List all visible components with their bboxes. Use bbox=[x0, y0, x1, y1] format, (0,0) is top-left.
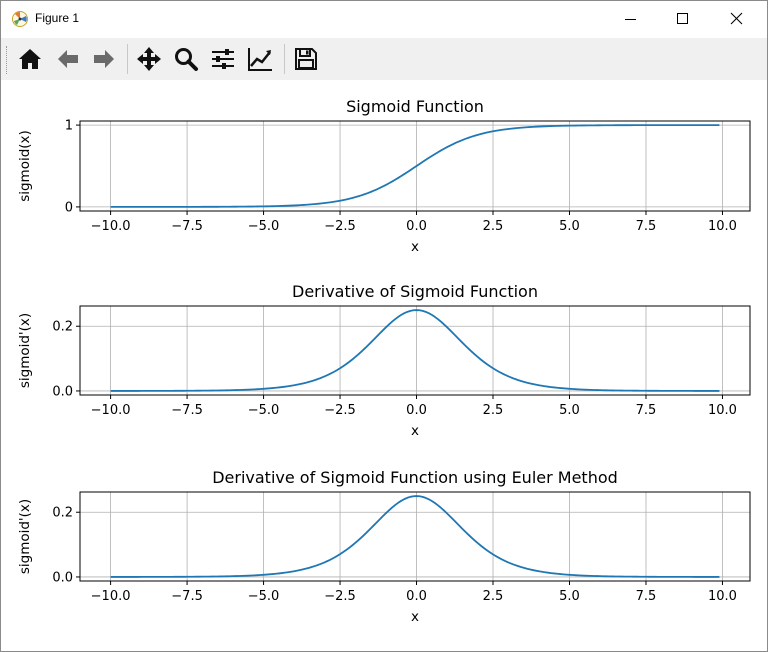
axes-frame bbox=[79, 120, 751, 212]
x-tick-label: −7.5 bbox=[171, 589, 203, 604]
minimize-icon bbox=[625, 19, 636, 20]
x-tick-label: −5.0 bbox=[248, 403, 280, 418]
zoom-icon bbox=[175, 48, 198, 71]
y-tick-label: 0.2 bbox=[52, 320, 73, 335]
x-tick-label: −2.5 bbox=[324, 589, 356, 604]
y-tick-label: 1 bbox=[65, 119, 73, 134]
pan-icon bbox=[137, 47, 161, 71]
maximize-button[interactable] bbox=[661, 1, 707, 37]
x-tick-label: −10.0 bbox=[91, 589, 131, 604]
close-icon bbox=[730, 12, 743, 25]
close-button[interactable] bbox=[715, 1, 761, 37]
forward-button[interactable] bbox=[89, 44, 119, 74]
series-line bbox=[110, 495, 720, 578]
x-tick-label: 2.5 bbox=[483, 403, 504, 418]
axes-frame bbox=[79, 305, 751, 396]
x-tick-label: 0.0 bbox=[406, 403, 427, 418]
subplot-title: Sigmoid Function bbox=[346, 97, 484, 116]
save-button[interactable] bbox=[291, 44, 321, 74]
pan-button[interactable] bbox=[134, 44, 164, 74]
x-tick-label: 10.0 bbox=[708, 403, 737, 418]
y-tick-label: 0.0 bbox=[52, 570, 73, 585]
figure-canvas[interactable]: −10.0 −7.5 −5.0 −2.5 0.0 2.5 5.0 7.5 10.0 0 1 Sigmo… bbox=[1, 81, 767, 651]
minimize-button[interactable] bbox=[609, 1, 655, 37]
x-tick-label: −7.5 bbox=[171, 219, 203, 234]
x-axis-label: x bbox=[411, 423, 419, 439]
subplot-1: −10.0 −7.5 −5.0 −2.5 0.0 2.5 5.0 7.5 10.0 0 1 Sigmo… bbox=[17, 97, 751, 255]
x-tick-label: 10.0 bbox=[708, 589, 737, 604]
x-tick-label: 2.5 bbox=[483, 589, 504, 604]
configure-subplots-button[interactable] bbox=[208, 44, 238, 74]
x-tick-label: −2.5 bbox=[324, 403, 356, 418]
x-tick-label: −2.5 bbox=[324, 219, 356, 234]
x-tick-label: 7.5 bbox=[636, 219, 657, 234]
x-tick-label: 10.0 bbox=[708, 219, 737, 234]
maximize-icon bbox=[677, 13, 688, 24]
subplots-svg: −10.0 −7.5 −5.0 −2.5 0.0 2.5 5.0 7.5 10.0 0 1 Sigmo… bbox=[17, 97, 751, 625]
axes-frame bbox=[79, 491, 751, 582]
x-tick-label: 0.0 bbox=[406, 219, 427, 234]
x-tick-label: 2.5 bbox=[483, 219, 504, 234]
subplot-title: Derivative of Sigmoid Function using Eul… bbox=[212, 468, 618, 487]
toolbar-separator bbox=[284, 44, 285, 74]
x-axis-label: x bbox=[411, 609, 419, 625]
toolbar-separator bbox=[127, 44, 128, 74]
zoom-button[interactable] bbox=[171, 44, 201, 74]
configure-subplots-icon bbox=[212, 49, 234, 69]
x-tick-label: −5.0 bbox=[248, 219, 280, 234]
x-tick-label: 5.0 bbox=[559, 403, 580, 418]
home-button[interactable] bbox=[15, 44, 45, 74]
series-line bbox=[110, 124, 720, 208]
x-tick-label: −7.5 bbox=[171, 403, 203, 418]
y-axis-label: sigmoid'(x) bbox=[17, 499, 33, 574]
home-icon bbox=[19, 49, 41, 69]
y-tick-label: 0 bbox=[65, 200, 73, 215]
y-axis-label: sigmoid'(x) bbox=[17, 313, 33, 388]
navigation-toolbar bbox=[1, 38, 767, 80]
forward-arrow-icon bbox=[94, 50, 114, 68]
x-tick-label: 7.5 bbox=[636, 589, 657, 604]
toolbar-grip[interactable] bbox=[6, 46, 10, 74]
x-tick-label: −10.0 bbox=[91, 403, 131, 418]
x-tick-label: 5.0 bbox=[559, 219, 580, 234]
y-tick-label: 0.0 bbox=[52, 384, 73, 399]
y-tick-label: 0.2 bbox=[52, 506, 73, 521]
matplotlib-icon bbox=[11, 10, 29, 28]
subplot-2: −10.0 −7.5 −5.0 −2.5 0.0 2.5 5.0 7.5 10.0 0.0 0.2 D… bbox=[17, 282, 751, 439]
subplot-title: Derivative of Sigmoid Function bbox=[292, 282, 538, 301]
back-button[interactable] bbox=[53, 44, 83, 74]
edit-axis-button[interactable] bbox=[245, 44, 275, 74]
x-tick-label: 7.5 bbox=[636, 403, 657, 418]
back-arrow-icon bbox=[58, 50, 78, 68]
x-tick-label: −10.0 bbox=[91, 219, 131, 234]
title-bar[interactable]: Figure 1 bbox=[1, 1, 767, 37]
x-tick-label: 0.0 bbox=[406, 589, 427, 604]
window-title: Figure 1 bbox=[35, 11, 80, 25]
x-tick-label: −5.0 bbox=[248, 589, 280, 604]
y-axis-label: sigmoid(x) bbox=[17, 130, 33, 202]
x-axis-label: x bbox=[411, 239, 419, 255]
series-line bbox=[110, 309, 720, 392]
subplot-3: −10.0 −7.5 −5.0 −2.5 0.0 2.5 5.0 7.5 10.0 0.0 0.2 D… bbox=[17, 468, 751, 625]
x-tick-label: 5.0 bbox=[559, 589, 580, 604]
edit-axis-icon bbox=[248, 48, 272, 71]
save-icon bbox=[295, 48, 317, 70]
